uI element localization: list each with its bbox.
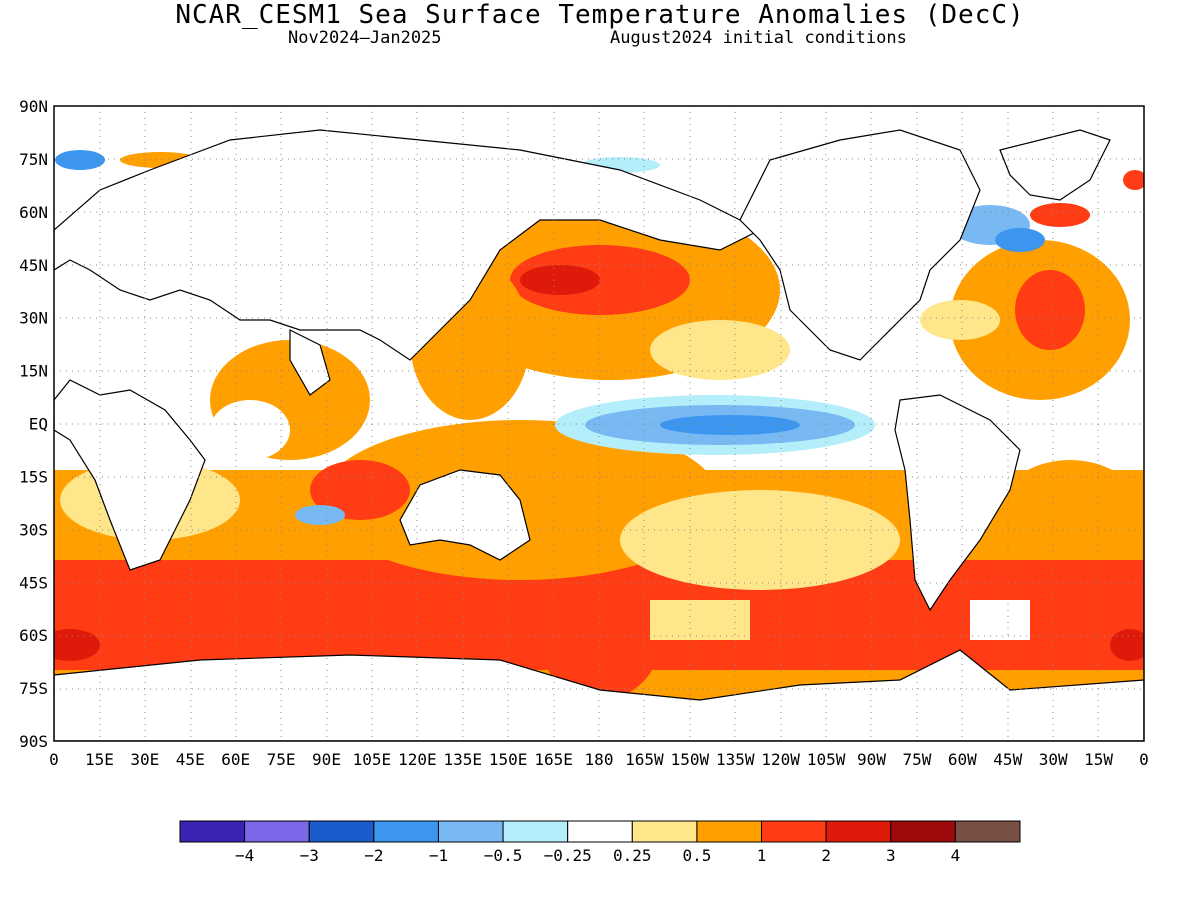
colorbar-label: 1	[757, 846, 767, 865]
colorbar-swatch	[825, 820, 892, 843]
lon-tick-label: 150W	[671, 750, 710, 769]
colorbar-swatch	[179, 820, 246, 843]
colorbar: −4 −3 −2 −1 −0.5 −0.25 0.25 0.5 1 2 3 4	[179, 820, 1021, 865]
lat-tick-label: 60S	[19, 626, 48, 645]
lon-tick-label: 45E	[176, 750, 205, 769]
lat-tick-label: 15S	[19, 467, 48, 486]
lat-tick-label: 75S	[19, 679, 48, 698]
lon-tick-label: 90W	[857, 750, 886, 769]
lon-tick-label: 45W	[993, 750, 1022, 769]
lon-tick-label: 30E	[130, 750, 159, 769]
colorbar-swatch	[502, 820, 569, 843]
lat-tick-label: 90N	[19, 97, 48, 116]
lat-tick-label: 75N	[19, 150, 48, 169]
colorbar-swatch	[696, 820, 763, 843]
colorbar-swatch	[437, 820, 504, 843]
colorbar-label: −4	[235, 846, 254, 865]
lon-tick-label: 15W	[1084, 750, 1113, 769]
lat-tick-label: 30S	[19, 520, 48, 539]
colorbar-swatch	[567, 820, 633, 843]
lon-tick-label: 30W	[1039, 750, 1068, 769]
lon-tick-label: 90E	[312, 750, 341, 769]
lon-tick-label: 60W	[948, 750, 977, 769]
lat-tick-label: 30N	[19, 309, 48, 328]
colorbar-label: −1	[429, 846, 448, 865]
lon-tick-label: 165E	[534, 750, 573, 769]
colorbar-swatch	[373, 820, 439, 843]
lon-tick-label: 135E	[443, 750, 482, 769]
colorbar-label: 0.25	[613, 846, 652, 865]
lon-tick-label: 135W	[716, 750, 755, 769]
colorbar-swatch	[761, 820, 827, 843]
map-frame	[53, 105, 1145, 742]
lat-tick-label: 60N	[19, 203, 48, 222]
lon-tick-label: 120W	[761, 750, 800, 769]
colorbar-label: −0.5	[484, 846, 523, 865]
colorbar-swatch	[890, 820, 956, 843]
lat-tick-label: 45N	[19, 256, 48, 275]
lon-tick-label: 180	[585, 750, 614, 769]
lat-tick-label: EQ	[29, 415, 48, 434]
lon-tick-label: 105W	[807, 750, 846, 769]
lat-tick-label: 45S	[19, 573, 48, 592]
lon-tick-label: 75W	[902, 750, 931, 769]
colorbar-label: 2	[821, 846, 831, 865]
colorbar-swatch	[954, 820, 1021, 843]
lon-tick-label: 165W	[625, 750, 664, 769]
latitude-labels: 90N 75N 60N 45N 30N 15N EQ 15S 30S 45S 60S 75S 90S	[19, 97, 48, 751]
lon-tick-label: 60E	[221, 750, 250, 769]
colorbar-swatch	[631, 820, 698, 843]
forecast-period: Nov2024–Jan2025	[288, 28, 442, 48]
lon-tick-label: 75E	[267, 750, 296, 769]
lat-tick-label: 15N	[19, 362, 48, 381]
colorbar-swatch	[308, 820, 375, 843]
lon-tick-label: 150E	[489, 750, 528, 769]
colorbar-label: −0.25	[544, 846, 592, 865]
colorbar-label: −3	[300, 846, 319, 865]
colorbar-swatch	[244, 820, 310, 843]
colorbar-label: 4	[951, 846, 961, 865]
colorbar-label: −2	[364, 846, 383, 865]
lon-tick-label: 105E	[353, 750, 392, 769]
lon-tick-label: 15E	[85, 750, 114, 769]
colorbar-label: 0.5	[682, 846, 711, 865]
lon-tick-label: 0	[1139, 750, 1149, 769]
lat-tick-label: 90S	[19, 732, 48, 751]
longitude-labels: 0 15E 30E 45E 60E 75E 90E 105E 120E 135E 150E 165E 1…	[49, 750, 1149, 769]
colorbar-label: 3	[886, 846, 896, 865]
lon-tick-label: 120E	[398, 750, 437, 769]
map-title: NCAR_CESM1 Sea Surface Temperature Anoma…	[175, 0, 1025, 30]
lon-tick-label: 0	[49, 750, 59, 769]
initial-conditions: August2024 initial conditions	[610, 28, 907, 48]
